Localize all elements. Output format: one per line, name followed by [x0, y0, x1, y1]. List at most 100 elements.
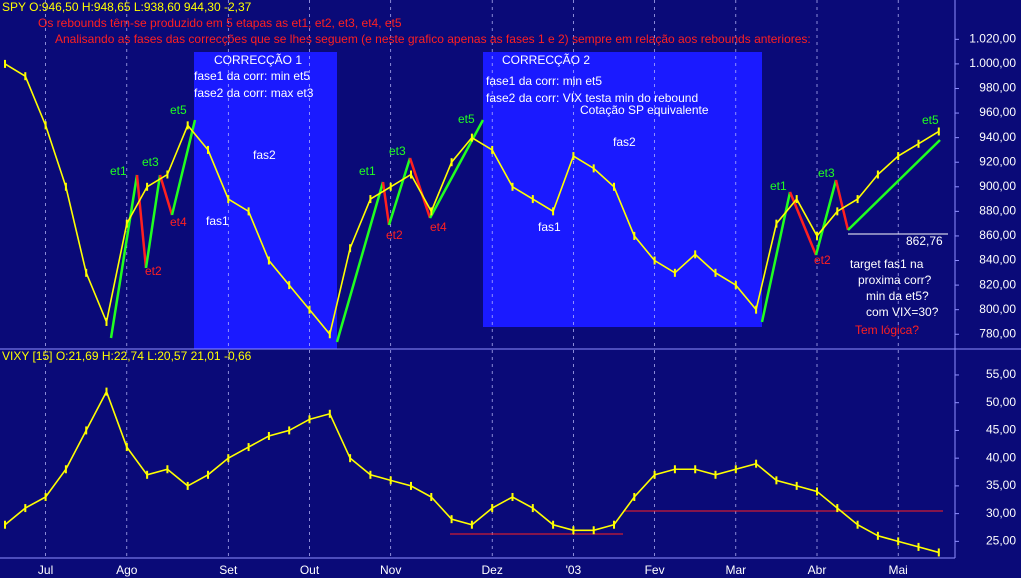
- price-bar: [288, 426, 291, 435]
- price-bar: [430, 492, 433, 501]
- price-bar: [105, 317, 108, 326]
- price-bar: [166, 465, 169, 474]
- annotation: 862,76: [906, 234, 943, 248]
- price-bar: [288, 281, 291, 290]
- price-bar: [836, 504, 839, 513]
- price-bar: [105, 387, 108, 396]
- y-tick-label: 1.000,00: [969, 56, 1016, 70]
- trend-up: [109, 174, 139, 339]
- price-bar: [856, 195, 859, 204]
- annotation: et1: [770, 179, 787, 193]
- annotation: fase2 da corr: VIX testa min do rebound: [486, 91, 698, 105]
- annotation: Tem lógica?: [855, 323, 919, 337]
- price-bar: [552, 207, 555, 216]
- price-bar: [633, 231, 636, 240]
- trend-up: [144, 174, 162, 269]
- price-bar: [917, 542, 920, 551]
- annotation: et2: [145, 264, 162, 278]
- price-bar: [247, 207, 250, 216]
- price-bar: [389, 476, 392, 485]
- price-bar: [734, 281, 737, 290]
- annotation: et3: [389, 144, 406, 158]
- x-tick-label: Nov: [380, 563, 401, 577]
- annotation: et1: [359, 164, 376, 178]
- price-bar: [775, 476, 778, 485]
- annotation: Analisando as fases das correcções que s…: [55, 32, 811, 46]
- y-tick-label: 980,00: [979, 81, 1016, 95]
- panel-title: VIXY [15] O:21,69 H:22,74 L:20,57 21,01 …: [2, 349, 252, 363]
- x-tick-label: Abr: [808, 563, 827, 577]
- price-bar: [897, 537, 900, 546]
- y-tick-label: 860,00: [979, 228, 1016, 242]
- y-tick-label: 25,00: [986, 534, 1016, 548]
- annotations: Os rebounds têm-se produzido em 5 etapas…: [38, 16, 943, 337]
- price-bar: [592, 164, 595, 173]
- y-tick-label: 45,00: [986, 423, 1016, 437]
- price-bar: [653, 256, 656, 265]
- annotation: Os rebounds têm-se produzido em 5 etapas…: [38, 16, 402, 30]
- y-tick-label: 820,00: [979, 277, 1016, 291]
- price-bar: [795, 195, 798, 204]
- trend-down: [135, 174, 148, 269]
- annotation: et4: [170, 215, 187, 229]
- y-tick-label: 800,00: [979, 302, 1016, 316]
- trend-down: [408, 157, 432, 219]
- price-bar: [4, 59, 6, 68]
- annotation: et3: [818, 166, 835, 180]
- price-bar: [64, 465, 67, 474]
- price-bar: [917, 139, 920, 148]
- annotation: com VIX=30?: [866, 305, 939, 319]
- price-bar: [613, 182, 615, 191]
- annotation: Cotação SP equivalente: [580, 103, 709, 117]
- price-bar: [470, 520, 473, 529]
- annotation: et3: [142, 155, 159, 169]
- correction-box: [483, 52, 762, 327]
- price-bar: [207, 470, 209, 479]
- x-tick-label: Out: [300, 563, 320, 577]
- price-bar: [795, 481, 798, 490]
- annotation: CORRECÇÃO 1: [214, 53, 302, 67]
- x-tick-label: Ago: [116, 563, 138, 577]
- price-bar: [714, 268, 717, 277]
- price-bar: [856, 520, 859, 529]
- price-bar: [389, 182, 392, 191]
- price-bar: [186, 121, 189, 130]
- trend-up: [428, 119, 485, 219]
- price-bar: [450, 158, 453, 167]
- annotation: min da et5?: [866, 289, 929, 303]
- price-bar: [44, 492, 47, 501]
- price-bar: [369, 470, 372, 479]
- price-bar: [491, 145, 494, 154]
- trend-down: [381, 181, 391, 226]
- panel-title: SPY O:946,50 H:948,65 L:938,60 944,30 -2…: [2, 0, 252, 14]
- x-tick-label: Set: [219, 563, 238, 577]
- price-bar: [653, 470, 656, 479]
- price-bar: [146, 470, 149, 479]
- annotation: et1: [110, 164, 127, 178]
- price-bar: [308, 415, 311, 424]
- annotation: fas2: [253, 148, 276, 162]
- x-tick-label: '03: [566, 563, 582, 577]
- price-bar: [64, 182, 67, 191]
- y-tick-label: 40,00: [986, 450, 1016, 464]
- y-tick-label: 900,00: [979, 179, 1016, 193]
- annotation: fase1 da corr: min et5: [194, 69, 310, 83]
- y-tick-label: 50,00: [986, 395, 1016, 409]
- x-tick-label: Dez: [482, 563, 503, 577]
- price-bar: [328, 409, 331, 418]
- y-tick-label: 1.020,00: [969, 31, 1016, 45]
- trend-down: [834, 179, 850, 231]
- price-bar: [186, 481, 189, 490]
- price-bar: [511, 492, 514, 501]
- price-bar: [755, 305, 758, 314]
- price-bar: [85, 426, 88, 435]
- trend-up: [335, 181, 385, 343]
- price-bar: [673, 268, 676, 277]
- price-bar: [694, 250, 697, 259]
- price-bar: [349, 454, 352, 463]
- y-tick-label: 780,00: [979, 326, 1016, 340]
- x-tick-label: Mar: [725, 563, 746, 577]
- annotation: fas1: [538, 220, 561, 234]
- price-bar: [308, 305, 311, 314]
